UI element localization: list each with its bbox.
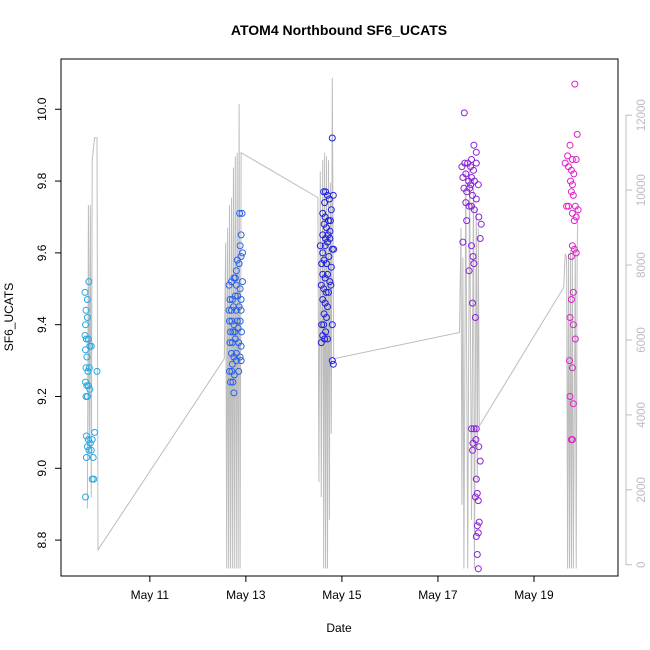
y-tick-label: 9.6: [35, 244, 49, 261]
y2-tick-label: 12000: [636, 99, 648, 131]
y-tick-label: 9.4: [35, 316, 49, 333]
y2-tick-label: 2000: [636, 477, 648, 503]
y-tick-label: 8.8: [35, 531, 49, 548]
y-tick-label: 9.8: [35, 172, 49, 189]
x-tick-label: May 15: [322, 588, 362, 602]
y2-tick-label: 0: [636, 562, 648, 568]
y2-tick-label: 10000: [636, 174, 648, 206]
x-tick-label: May 11: [131, 588, 170, 602]
y2-tick-label: 4000: [636, 402, 648, 428]
x-tick-label: May 19: [514, 588, 554, 602]
chart-title: ATOM4 Northbound SF6_UCATS: [231, 22, 447, 38]
x-tick-label: May 17: [418, 588, 458, 602]
y-tick-label: 10.0: [35, 97, 49, 121]
x-tick-label: May 13: [226, 588, 266, 602]
x-axis-label: Date: [326, 621, 352, 635]
y2-tick-label: 8000: [636, 252, 648, 278]
y-tick-label: 9.0: [35, 460, 49, 477]
y-tick-label: 9.2: [35, 388, 49, 405]
y2-tick-label: 6000: [636, 327, 648, 353]
y-axis-label: SF6_UCATS: [2, 283, 16, 351]
